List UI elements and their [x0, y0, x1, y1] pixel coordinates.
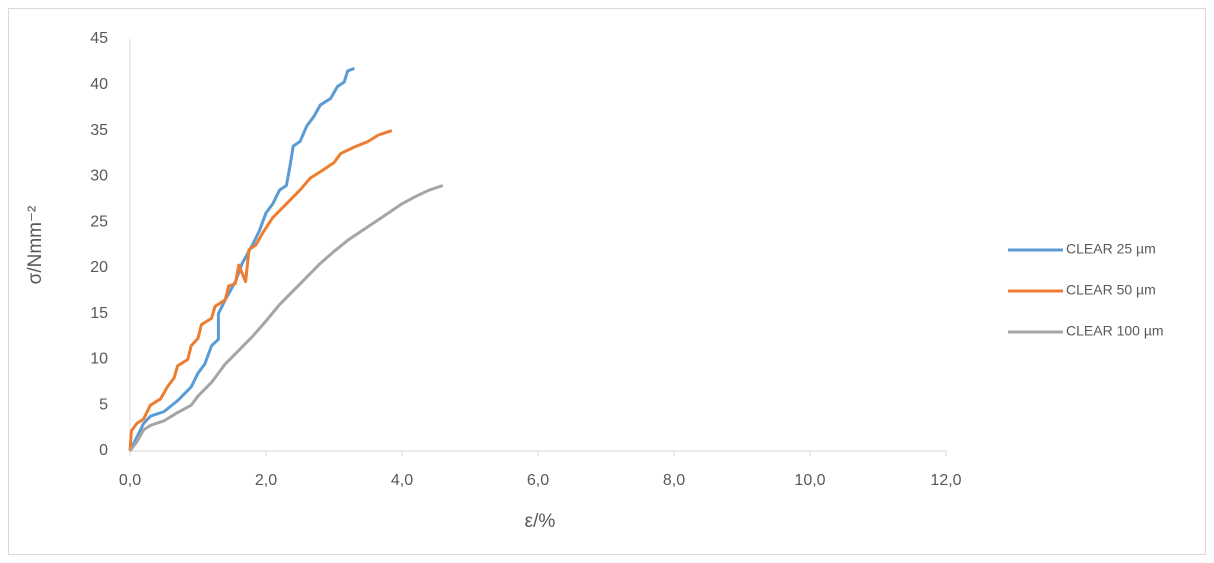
y-tick-label: 25: [90, 213, 108, 230]
x-tick-label: 6,0: [527, 472, 549, 489]
series-line: [128, 184, 444, 452]
legend-label: CLEAR 100 µm: [1066, 323, 1164, 339]
y-tick-label: 0: [99, 442, 108, 459]
x-tick-label: 10,0: [794, 472, 825, 489]
y-tick-label: 30: [90, 168, 108, 185]
y-axis-label: σ/Nmm⁻²: [25, 206, 46, 285]
x-tick-label: 0,0: [119, 472, 141, 489]
y-tick-label: 45: [90, 30, 108, 47]
chart-border: [8, 8, 1206, 555]
y-tick-label: 20: [90, 259, 108, 276]
series-line: [128, 129, 393, 452]
x-tick-label: 2,0: [255, 472, 277, 489]
y-tick-label: 15: [90, 305, 108, 322]
x-axis-label: ε/%: [525, 511, 556, 532]
x-tick-label: 4,0: [391, 472, 413, 489]
legend-label: CLEAR 25 µm: [1066, 241, 1156, 257]
y-tick-label: 10: [90, 351, 108, 368]
x-tick-label: 8,0: [663, 472, 685, 489]
series-line: [128, 66, 355, 452]
y-tick-label: 5: [99, 396, 108, 413]
legend-label: CLEAR 50 µm: [1066, 282, 1156, 298]
y-tick-label: 40: [90, 76, 108, 93]
y-tick-label: 35: [90, 122, 108, 139]
x-tick-label: 12,0: [930, 472, 961, 489]
